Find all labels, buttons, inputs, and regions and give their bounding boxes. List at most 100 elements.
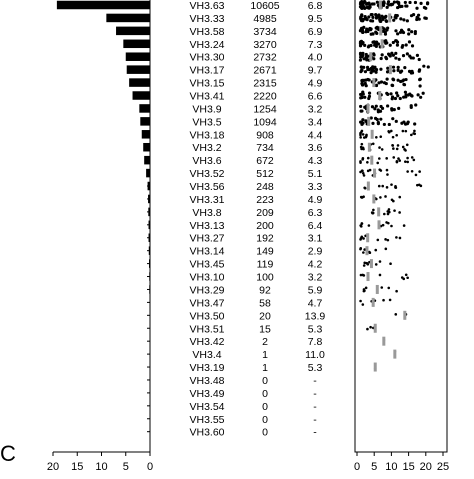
dot-point-VH3.24 — [363, 44, 366, 47]
value-cell: 13.9 — [305, 310, 326, 322]
gene-label: VH3.47 — [189, 297, 224, 309]
bar-x-tick-label: 20 — [47, 461, 59, 473]
median-marker-VH3.29 — [376, 285, 379, 294]
dot-point-VH3.10 — [379, 274, 382, 277]
gene-label: VH3.9 — [192, 103, 221, 115]
count-cell: 512 — [256, 168, 274, 180]
dot-point-VH3.17 — [422, 65, 425, 68]
dot-point-VH3.8 — [371, 211, 374, 214]
value-cell: 4.7 — [308, 297, 323, 309]
dot-point-VH3.15 — [419, 84, 422, 87]
dot-point-VH3.33 — [374, 13, 377, 16]
dot-point-VH3.9 — [397, 107, 400, 110]
dot-point-VH3.52 — [411, 170, 414, 173]
dot-point-VH3.31 — [398, 196, 401, 199]
bar-x-tick-label: 15 — [71, 461, 83, 473]
dot-point-VH3.63 — [404, 4, 407, 7]
dot-point-VH3.41 — [396, 94, 399, 97]
dot-point-VH3.41 — [360, 93, 363, 96]
value-cell: 7.3 — [308, 39, 323, 51]
dot-point-VH3.5 — [404, 122, 407, 125]
dot-point-VH3.41 — [389, 92, 392, 95]
dot-point-VH3.24 — [396, 44, 399, 47]
dot-point-VH3.30 — [365, 53, 368, 56]
dot-point-VH3.24 — [384, 42, 387, 45]
dot-point-VH3.27 — [359, 238, 362, 241]
dot-point-VH3.52 — [418, 170, 421, 173]
median-marker-VH3.52 — [373, 169, 376, 178]
dot-point-VH3.45 — [367, 263, 370, 266]
dot-point-VH3.41 — [417, 93, 420, 96]
dot-point-VH3.15 — [402, 83, 405, 86]
median-marker-VH3.56 — [367, 182, 370, 191]
dot-point-VH3.6 — [385, 157, 388, 160]
dot-point-VH3.31 — [392, 200, 395, 203]
dot-point-VH3.56 — [364, 187, 367, 190]
dot-point-VH3.63 — [366, 6, 369, 9]
gene-label: VH3.58 — [189, 26, 224, 38]
count-cell: 1254 — [253, 103, 277, 115]
dot-point-VH3.10 — [406, 276, 409, 279]
dot-point-VH3.15 — [380, 80, 383, 83]
dot-point-VH3.13 — [368, 224, 371, 227]
dot-point-VH3.5 — [371, 122, 374, 125]
dot-point-VH3.47 — [389, 299, 392, 302]
count-cell: 20 — [259, 310, 271, 322]
bar-x-tick-label: 5 — [123, 461, 129, 473]
median-marker-VH3.42 — [382, 337, 385, 346]
dot-point-VH3.58 — [407, 28, 410, 31]
dot-point-VH3.18 — [413, 130, 416, 133]
dot-point-VH3.10 — [405, 274, 408, 277]
dot-point-VH3.5 — [376, 118, 379, 121]
bar-VH3.24 — [123, 40, 150, 49]
dot-point-VH3.13 — [390, 225, 393, 228]
dot-point-VH3.18 — [361, 130, 364, 133]
dot-point-VH3.30 — [398, 58, 401, 61]
count-cell: 908 — [256, 129, 274, 141]
dot-point-VH3.5 — [395, 120, 398, 123]
count-cell: 2315 — [253, 78, 277, 90]
dot-x-tick-label: 15 — [402, 461, 414, 473]
gene-label: VH3.48 — [189, 375, 224, 387]
dot-point-VH3.52 — [386, 169, 389, 172]
dot-point-VH3.24 — [401, 44, 404, 47]
median-marker-VH3.18 — [371, 130, 374, 139]
dot-point-VH3.5 — [407, 121, 410, 124]
dot-point-VH3.6 — [359, 161, 362, 164]
dot-point-VH3.17 — [397, 66, 400, 69]
dot-point-VH3.24 — [389, 44, 392, 47]
dot-point-VH3.6 — [367, 157, 370, 160]
dot-point-VH3.10 — [363, 274, 366, 277]
gene-label: VH3.49 — [189, 388, 224, 400]
dot-point-VH3.8 — [372, 209, 375, 212]
dot-point-VH3.63 — [387, 0, 390, 3]
dot-point-VH3.24 — [373, 44, 376, 47]
count-cell: 149 — [256, 246, 274, 258]
value-cell: 6.4 — [308, 220, 323, 232]
value-cell: - — [313, 414, 317, 426]
bar-VH3.15 — [129, 78, 150, 87]
count-cell: 0 — [262, 375, 268, 387]
dot-point-VH3.2 — [378, 146, 381, 149]
dot-point-VH3.63 — [400, 5, 403, 8]
dot-point-VH3.29 — [395, 290, 398, 293]
gene-label: VH3.51 — [189, 323, 224, 335]
count-cell: 2732 — [253, 52, 277, 64]
dot-point-VH3.45 — [389, 262, 392, 265]
dot-point-VH3.50 — [394, 313, 397, 316]
gene-label: VH3.5 — [192, 116, 221, 128]
gene-label: VH3.6 — [192, 155, 221, 167]
dot-point-VH3.9 — [379, 110, 382, 113]
dot-point-VH3.33 — [399, 17, 402, 20]
dot-point-VH3.15 — [386, 78, 389, 81]
dot-point-VH3.41 — [419, 96, 422, 99]
dot-point-VH3.30 — [381, 53, 384, 56]
median-marker-VH3.27 — [366, 233, 369, 242]
gene-label: VH3.29 — [189, 284, 224, 296]
dot-point-VH3.33 — [423, 16, 426, 19]
dot-point-VH3.41 — [359, 96, 362, 99]
dot-x-tick-label: 20 — [420, 461, 432, 473]
dot-point-VH3.33 — [412, 13, 415, 16]
dot-point-VH3.5 — [379, 118, 382, 121]
